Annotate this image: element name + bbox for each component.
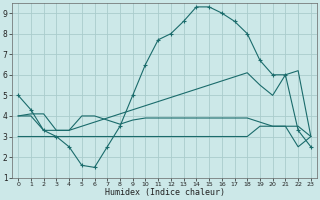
X-axis label: Humidex (Indice chaleur): Humidex (Indice chaleur)	[105, 188, 225, 197]
